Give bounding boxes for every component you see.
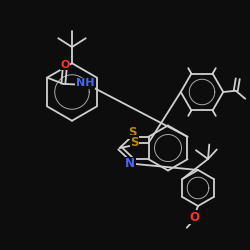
Text: O: O bbox=[189, 211, 199, 224]
Text: S: S bbox=[128, 126, 137, 139]
Text: NH: NH bbox=[76, 78, 94, 88]
Text: N: N bbox=[125, 157, 135, 170]
Text: S: S bbox=[130, 136, 139, 149]
Text: O: O bbox=[60, 60, 70, 70]
